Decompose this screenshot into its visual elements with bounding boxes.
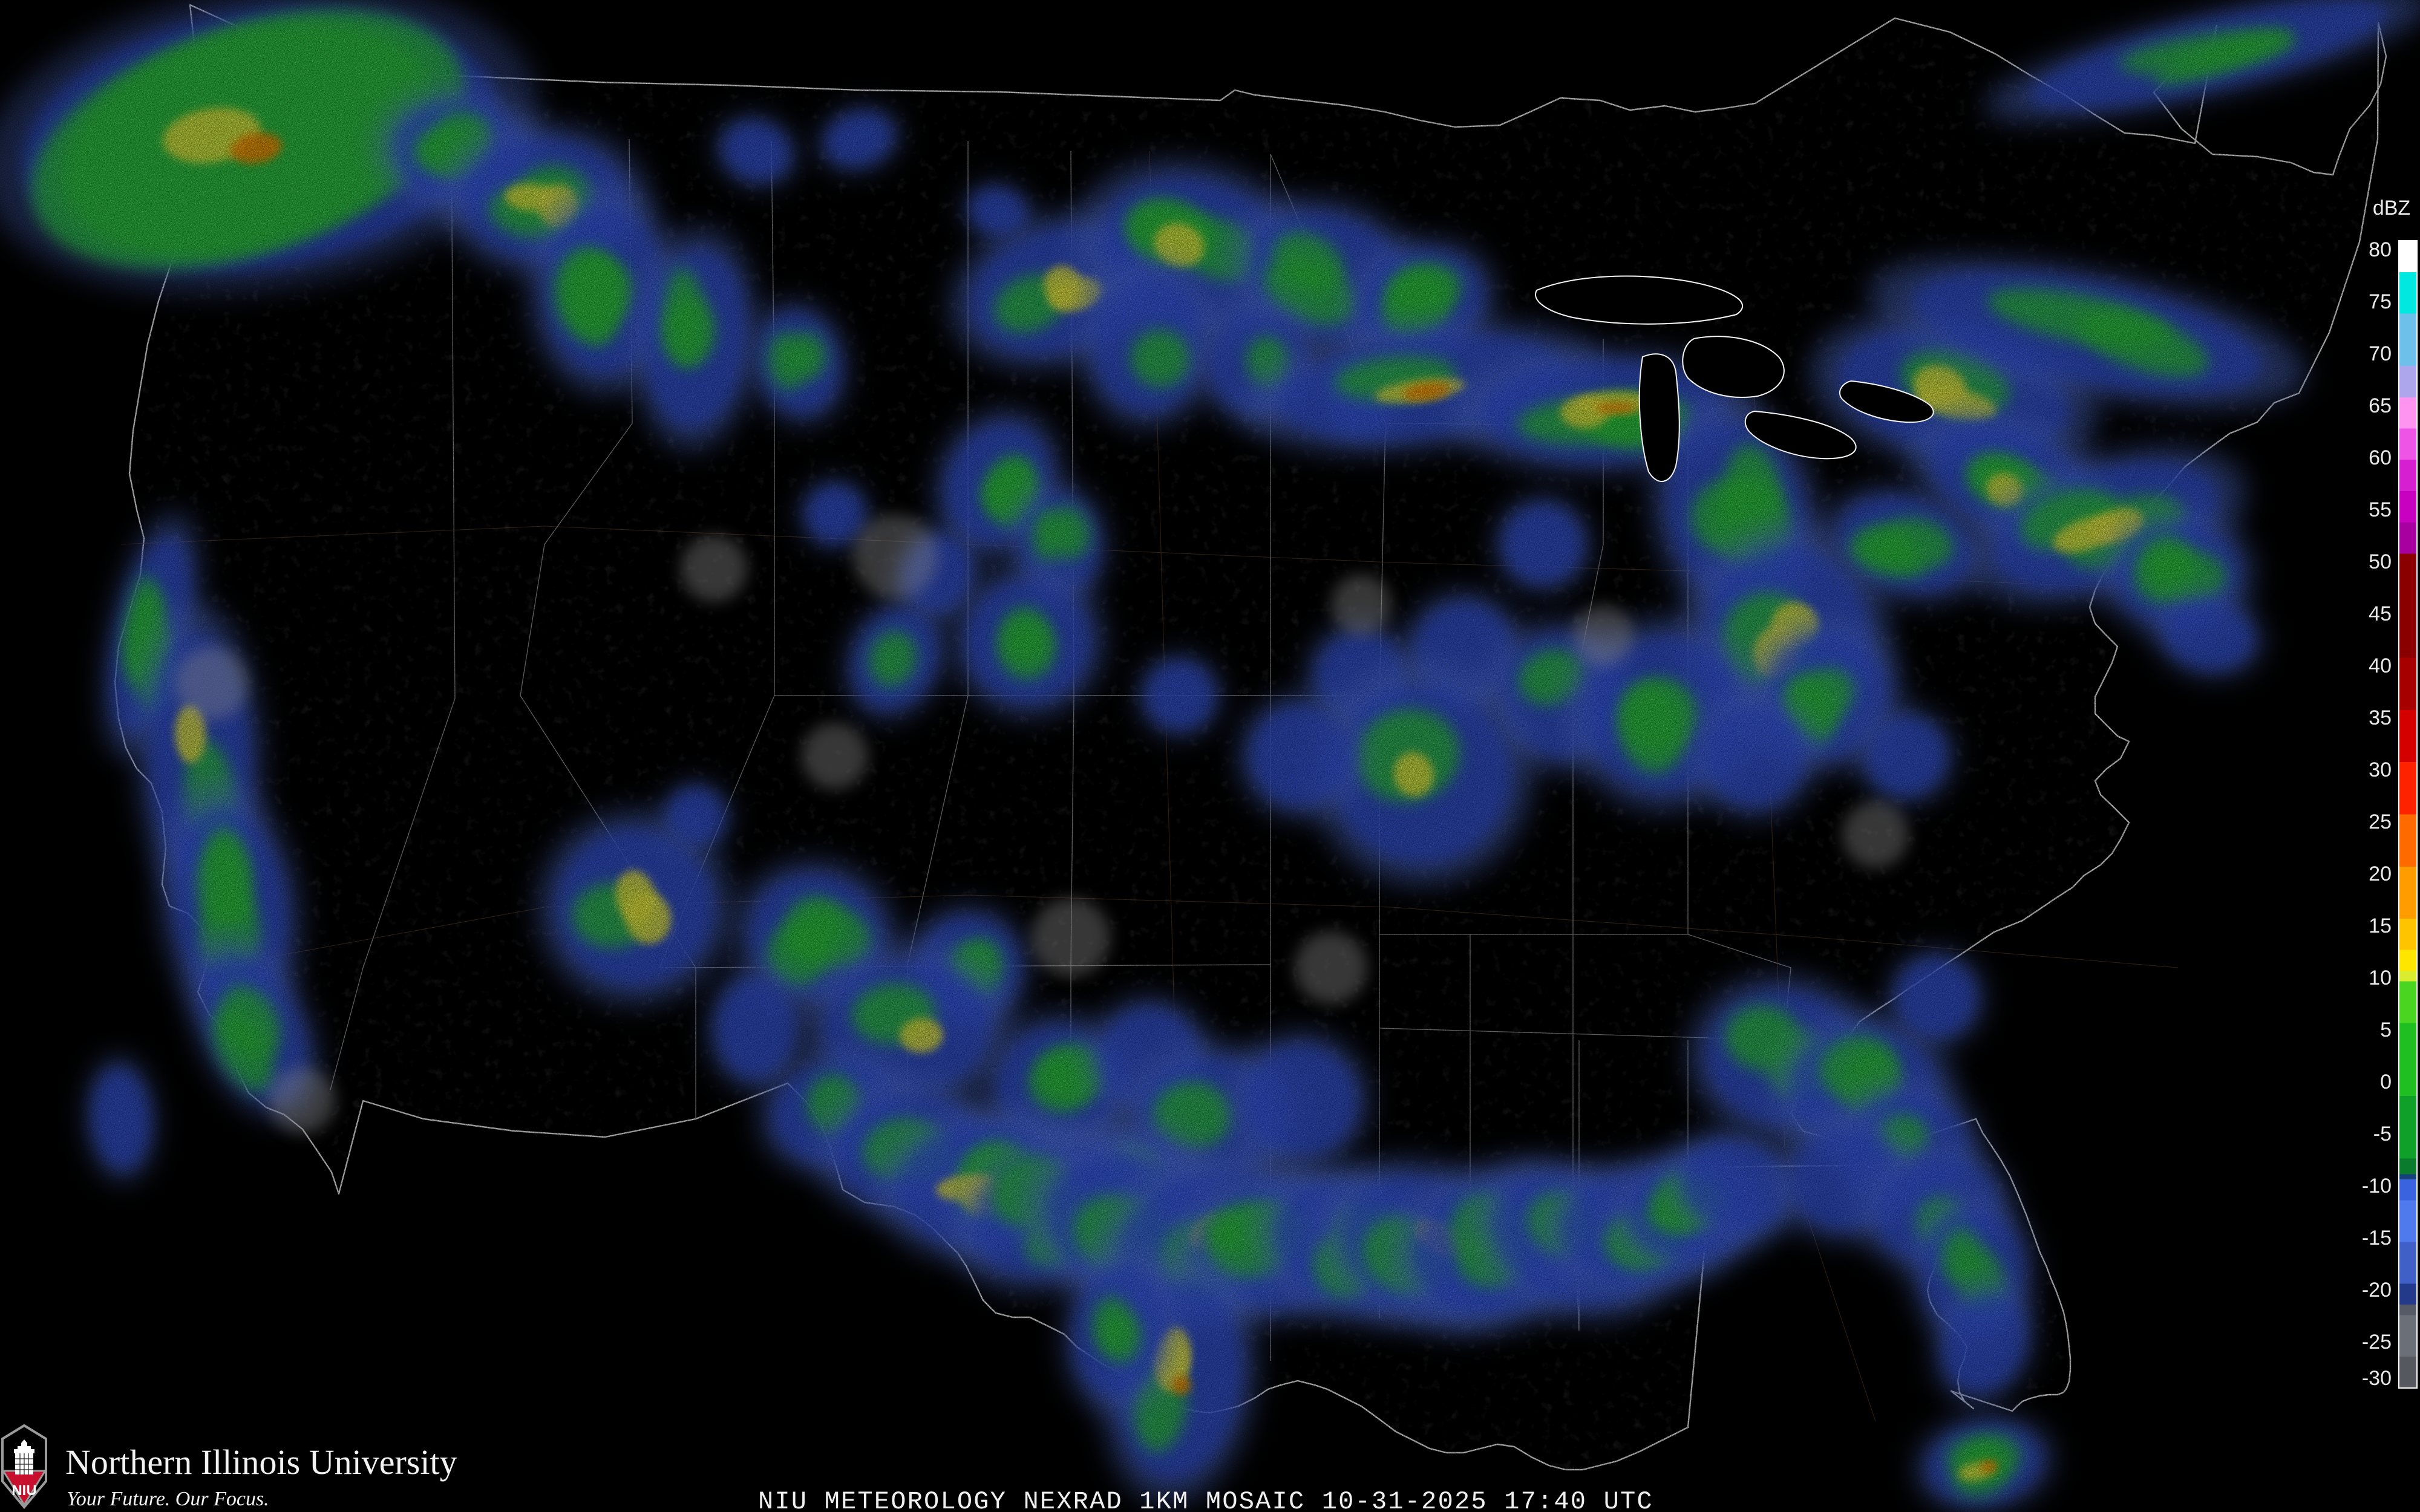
- svg-text:NIU METEOROLOGY NEXRAD 1KM MOS: NIU METEOROLOGY NEXRAD 1KM MOSAIC 10-31-…: [758, 1487, 1653, 1512]
- svg-text:Northern Illinois University: Northern Illinois University: [65, 1442, 457, 1482]
- svg-text:Your Future. Our Focus.: Your Future. Our Focus.: [67, 1488, 269, 1510]
- svg-text:NIU: NIU: [11, 1482, 36, 1499]
